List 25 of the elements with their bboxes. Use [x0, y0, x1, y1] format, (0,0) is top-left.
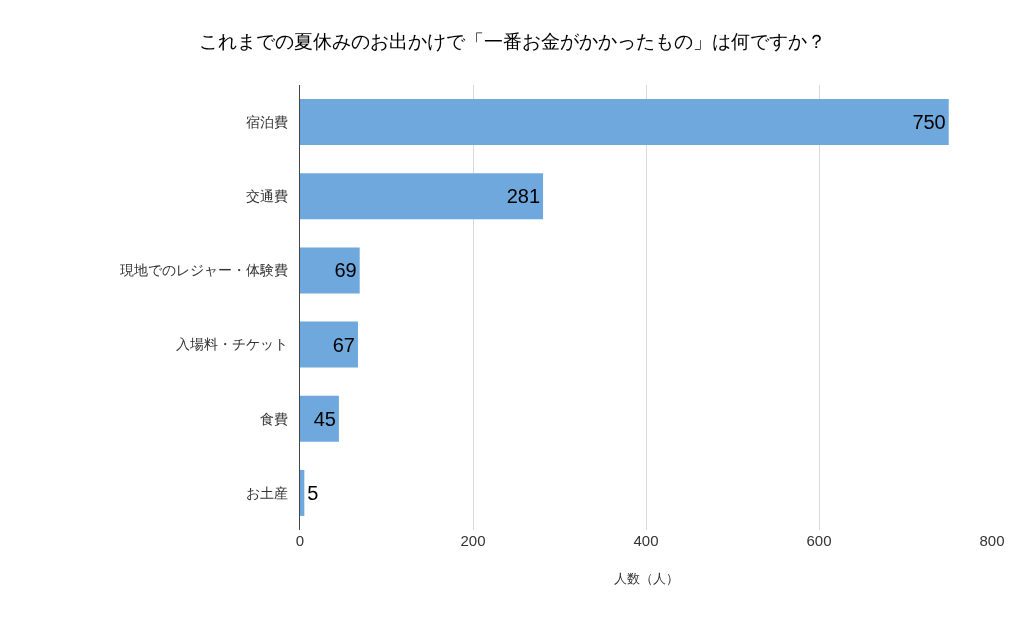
- bar: [300, 247, 360, 294]
- data-label: 750: [912, 111, 946, 134]
- chart-title: これまでの夏休みのお出かけで「一番お金がかかったもの」は何ですか？: [198, 31, 826, 53]
- x-tick-label: 800: [979, 532, 1005, 549]
- bar: [300, 321, 358, 368]
- data-label: 69: [334, 259, 357, 282]
- y-tick-label: 宿泊費: [246, 113, 289, 130]
- y-tick-label: 食費: [260, 410, 289, 427]
- x-tick-label: 0: [295, 532, 305, 549]
- bar: [300, 99, 949, 146]
- y-tick-label: 現地でのレジャー・体験費: [120, 262, 289, 279]
- data-label: 45: [313, 407, 336, 430]
- data-label: 281: [506, 185, 541, 208]
- x-axis-title: 人数（人）: [613, 570, 679, 586]
- bar: [300, 395, 339, 442]
- x-tick-label: 200: [460, 532, 486, 549]
- x-tick-label: 400: [633, 532, 659, 549]
- x-tick-label: 600: [806, 532, 832, 549]
- y-tick-label: お土産: [246, 484, 289, 501]
- y-tick-label: 交通費: [246, 188, 289, 205]
- data-label: 67: [332, 333, 355, 356]
- bar: [300, 469, 305, 516]
- y-tick-label: 入場料・チケット: [176, 336, 289, 353]
- bar: [300, 173, 544, 220]
- data-label: 5: [307, 481, 319, 504]
